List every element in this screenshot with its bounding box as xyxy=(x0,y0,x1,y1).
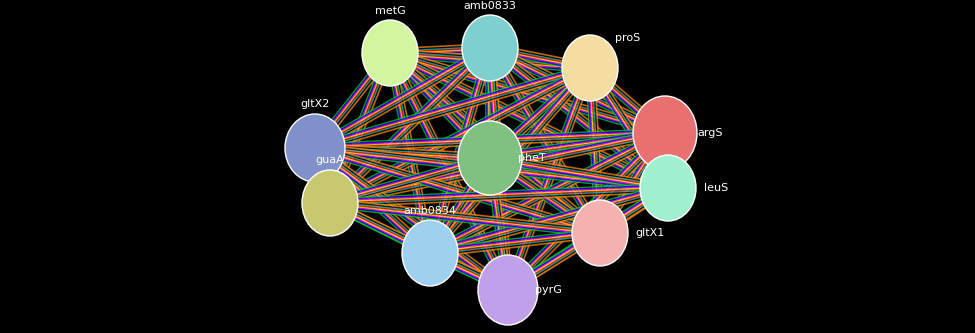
Ellipse shape xyxy=(633,96,697,170)
Text: leuS: leuS xyxy=(704,183,728,193)
Ellipse shape xyxy=(362,20,418,86)
Text: amb0834: amb0834 xyxy=(404,206,456,216)
Text: proS: proS xyxy=(615,33,641,43)
Ellipse shape xyxy=(285,114,345,182)
Text: amb0833: amb0833 xyxy=(463,1,517,11)
Ellipse shape xyxy=(572,200,628,266)
Text: guaA: guaA xyxy=(316,155,344,165)
Ellipse shape xyxy=(302,170,358,236)
Ellipse shape xyxy=(458,121,522,195)
Ellipse shape xyxy=(402,220,458,286)
Text: gltX2: gltX2 xyxy=(300,99,330,109)
Ellipse shape xyxy=(478,255,538,325)
Text: metG: metG xyxy=(374,6,406,16)
Ellipse shape xyxy=(640,155,696,221)
Ellipse shape xyxy=(462,15,518,81)
Text: pyrG: pyrG xyxy=(534,285,562,295)
Text: argS: argS xyxy=(697,128,722,138)
Text: gltX1: gltX1 xyxy=(636,228,665,238)
Text: pheT: pheT xyxy=(518,153,546,163)
Ellipse shape xyxy=(562,35,618,101)
